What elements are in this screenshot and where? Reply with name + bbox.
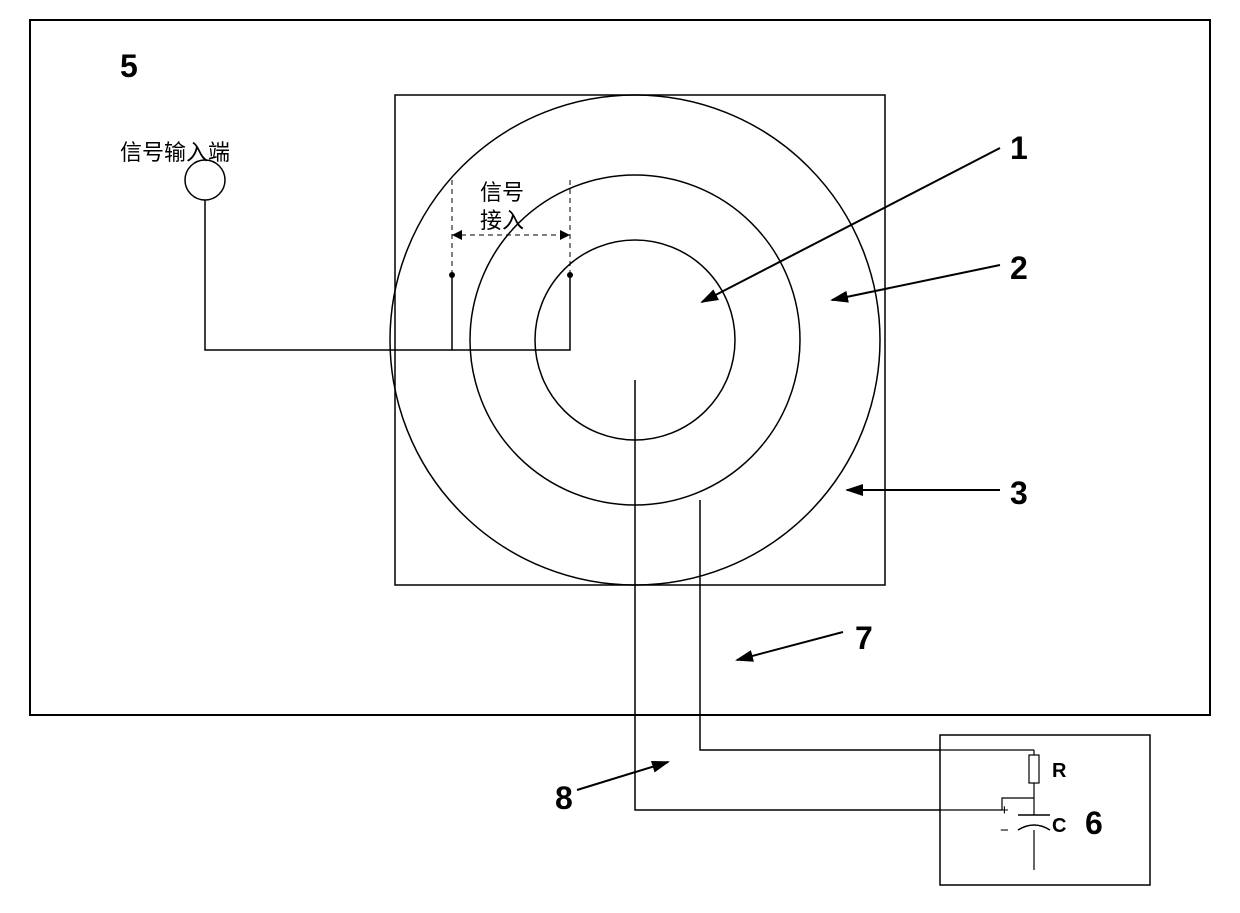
cap-plus-icon: + [1000,802,1009,819]
wire-input-to-left-dot [205,200,452,350]
label-3: 3 [1010,475,1028,512]
label-C: C [1052,815,1066,838]
resistor-icon [1029,755,1039,783]
label-5: 5 [120,48,138,85]
arrow-to-8 [577,762,668,790]
arrow-to-1 [702,148,1000,302]
outer-enclosure [30,20,1210,715]
rc-wire-in-bot [940,798,1034,810]
label-8: 8 [555,780,573,817]
schematic-diagram: + − 5 信号输入端 信号 接入 1 2 3 7 8 6 R C [0,0,1240,913]
label-signal-connect-2: 接入 [480,203,524,235]
arrow-to-7 [737,632,843,660]
cap-minus-icon: − [1000,822,1009,839]
inner-square [395,95,885,585]
wire-mid-to-rc [700,500,940,750]
label-signal-input: 信号输入端 [120,135,230,167]
dim-arrow-right [560,230,570,240]
arrow-to-2 [832,265,1000,300]
label-2: 2 [1010,250,1028,287]
dim-arrow-left [452,230,462,240]
capacitor-bottom-plate [1018,825,1050,830]
label-R: R [1052,760,1066,783]
label-1: 1 [1010,130,1028,167]
wire-center-to-rc [635,380,940,810]
label-6: 6 [1085,805,1103,842]
label-7: 7 [855,620,873,657]
